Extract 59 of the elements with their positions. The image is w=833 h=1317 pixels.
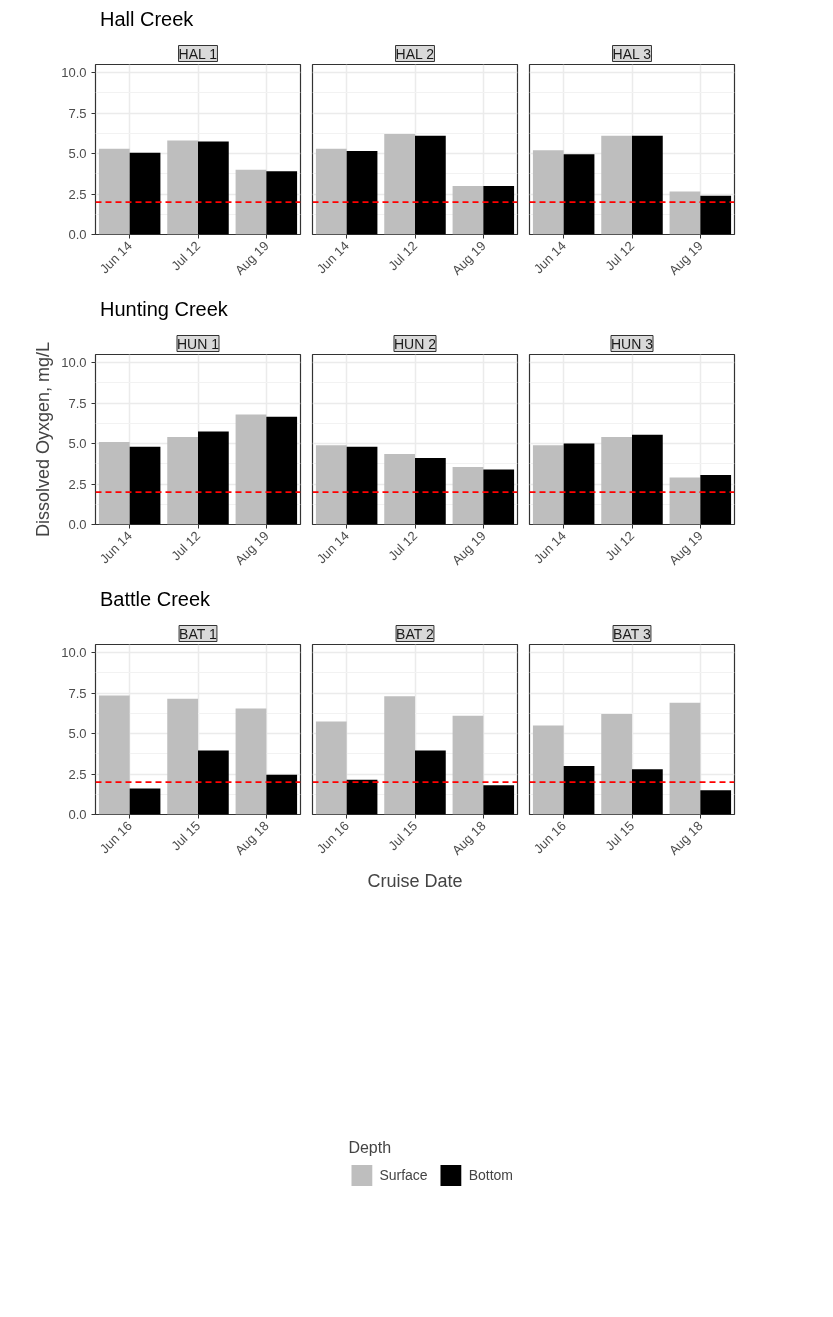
x-tick-label: Jun 14 <box>96 238 135 277</box>
x-tick-label: Jul 12 <box>602 238 638 274</box>
y-tick-label: 0.0 <box>68 807 87 822</box>
x-tick-label: Aug 19 <box>231 238 272 278</box>
y-tick-label: 7.5 <box>68 685 87 701</box>
text: Hunting Creek <box>100 297 228 322</box>
chart-title: HAL 3 <box>612 45 652 62</box>
y-tick-label: 0.0 <box>68 517 87 532</box>
x-tick-label: Jul 12 <box>385 238 421 274</box>
chart-title: HAL 1 <box>178 45 218 62</box>
text: Hall Creek <box>100 7 194 32</box>
y-tick-label: 2.5 <box>68 186 87 202</box>
text: Battle Creek <box>100 587 211 612</box>
y-tick-label: 5.0 <box>68 726 87 742</box>
x-tick-label: Jul 12 <box>168 238 204 274</box>
x-tick-label: Jun 14 <box>96 528 135 567</box>
x-tick-label: Jun 14 <box>530 238 569 277</box>
x-tick-label: Jul 12 <box>385 528 421 564</box>
x-tick-label: Aug 19 <box>448 238 489 278</box>
x-tick-label: Aug 19 <box>231 528 272 568</box>
y-tick-label: 5.0 <box>68 146 87 162</box>
x-tick-label: Jun 16 <box>313 818 352 857</box>
x-tick-label: Jul 15 <box>385 818 421 854</box>
chart-title: BAT 3 <box>613 625 651 642</box>
x-tick-label: Jun 16 <box>530 818 569 857</box>
chart-title: HUN 1 <box>177 335 220 352</box>
x-tick-label: Jul 12 <box>168 528 204 564</box>
chart-title: HUN 2 <box>394 335 437 352</box>
y-tick-label: 10.0 <box>61 355 87 371</box>
x-tick-label: Jul 12 <box>602 528 638 564</box>
y-tick-label: 2.5 <box>68 476 87 492</box>
y-tick-label: 10.0 <box>61 645 87 661</box>
x-tick-label: Jul 15 <box>602 818 638 854</box>
x-tick-label: Aug 19 <box>665 528 706 568</box>
y-axis-title: Dissolved Oyxgen, mg/L <box>33 341 54 538</box>
legend-title: Depth <box>348 1139 393 1157</box>
chart-title: BAT 1 <box>179 625 217 642</box>
x-axis-title: Cruise Date <box>367 871 463 892</box>
x-tick-label: Jun 14 <box>530 528 569 567</box>
y-tick-label: 0.0 <box>68 227 87 242</box>
chart-title: HUN 3 <box>611 335 654 352</box>
y-tick-label: 7.5 <box>68 105 87 121</box>
x-tick-label: Jun 16 <box>96 818 135 857</box>
y-tick-label: 10.0 <box>61 65 87 81</box>
y-tick-label: 7.5 <box>68 395 87 411</box>
legend-label: Bottom <box>468 1167 513 1183</box>
chart-title: BAT 2 <box>396 625 434 642</box>
x-tick-label: Aug 19 <box>665 238 706 278</box>
x-tick-label: Jun 14 <box>313 238 352 277</box>
legend-label: Surface <box>379 1167 428 1183</box>
chart-title: HAL 2 <box>395 45 435 62</box>
x-tick-label: Aug 19 <box>448 528 489 568</box>
x-tick-label: Jun 14 <box>313 528 352 567</box>
x-tick-label: Aug 18 <box>448 818 489 858</box>
y-tick-label: 5.0 <box>68 436 87 452</box>
y-tick-label: 2.5 <box>68 766 87 782</box>
x-tick-label: Aug 18 <box>231 818 272 858</box>
x-tick-label: Aug 18 <box>665 818 706 858</box>
x-tick-label: Jul 15 <box>168 818 204 854</box>
